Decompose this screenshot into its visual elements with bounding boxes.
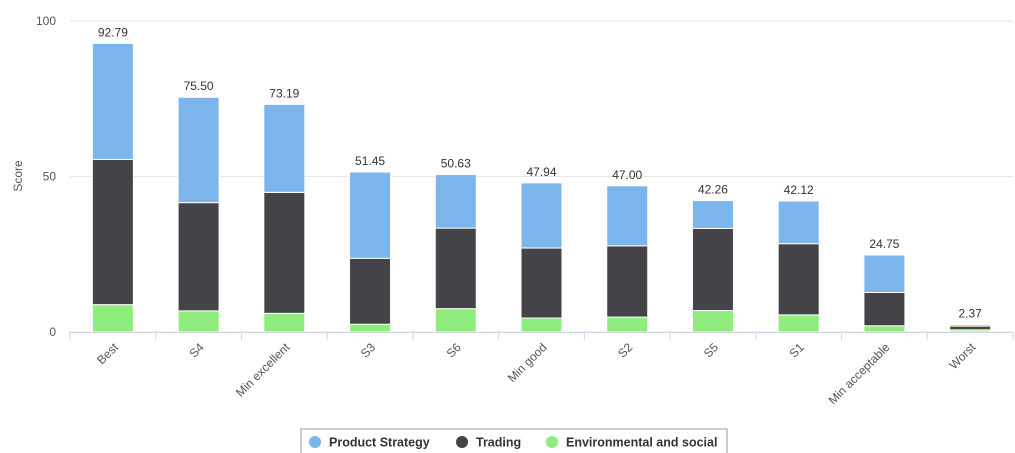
- bar-segment: [177, 96, 220, 204]
- x-tick-label: S3: [358, 340, 379, 361]
- x-tick-label: S2: [615, 340, 636, 361]
- total-label: 47.94: [526, 165, 556, 179]
- x-tick-label: Min excellent: [233, 340, 293, 400]
- bar-segment: [949, 324, 992, 327]
- bar-segment: [606, 316, 649, 333]
- y-tick-label: 50: [43, 170, 57, 184]
- x-tick-label: S1: [787, 340, 808, 361]
- bar-segment: [349, 257, 392, 325]
- legend-marker: [546, 436, 558, 448]
- bar-segment: [777, 314, 820, 333]
- bar-segment: [777, 243, 820, 316]
- total-label: 42.26: [698, 183, 728, 197]
- legend-marker: [456, 436, 468, 448]
- y-axis-title: Score: [11, 160, 25, 192]
- total-label: 92.79: [98, 25, 128, 39]
- bar-segment: [691, 227, 734, 312]
- bar-segment: [606, 185, 649, 247]
- bar-segment: [520, 182, 563, 249]
- bar-segment: [91, 158, 134, 306]
- x-tick-label: Min good: [505, 340, 550, 385]
- bar-segment: [263, 191, 306, 314]
- x-axis: Best S4 Min excellent S3 S6 Min good S2 S5 S1 Min…: [69, 332, 1014, 407]
- total-label: 50.63: [441, 157, 471, 171]
- y-axis: 0 50 100: [36, 14, 56, 339]
- x-tick-label: S5: [701, 340, 722, 361]
- bar-segment: [177, 310, 220, 333]
- total-label: 73.19: [269, 86, 299, 100]
- bar-segment: [349, 171, 392, 259]
- x-tick-label: Min acceptable: [826, 340, 893, 407]
- bar-segment: [349, 323, 392, 333]
- total-label: 51.45: [355, 154, 385, 168]
- total-label: 2.37: [958, 307, 982, 321]
- bar-segment: [606, 245, 649, 318]
- bar-segment: [691, 310, 734, 333]
- bar-segment: [263, 312, 306, 333]
- bar-segment: [777, 200, 820, 245]
- bar-segment: [691, 200, 734, 229]
- total-label: 75.50: [184, 79, 214, 93]
- total-label: 24.75: [869, 237, 899, 251]
- bar-segment: [863, 254, 906, 294]
- legend-item-label: Trading: [476, 436, 521, 450]
- bars: [91, 42, 992, 333]
- x-tick-label: Worst: [946, 340, 978, 372]
- bar-segment: [949, 325, 992, 331]
- bar-segment: [863, 325, 906, 333]
- x-tick-label: Best: [94, 340, 121, 367]
- bar-segment: [520, 247, 563, 319]
- bar-segment: [863, 292, 906, 327]
- bar-segment: [520, 317, 563, 333]
- x-tick-label: S4: [186, 340, 207, 361]
- bar-segment: [434, 174, 477, 229]
- bar-segment: [434, 227, 477, 310]
- x-tick-label: S6: [444, 340, 465, 361]
- bar-segment: [177, 202, 220, 312]
- legend-item-label: Product Strategy: [329, 436, 430, 450]
- total-label: 42.12: [784, 183, 814, 197]
- y-tick-label: 100: [36, 14, 56, 28]
- legend-marker: [309, 436, 321, 448]
- total-label: 47.00: [612, 168, 642, 182]
- legend: Product Strategy Trading Environmental and…: [300, 428, 728, 453]
- bar-segment: [91, 304, 134, 333]
- data-labels: 92.79 75.50 73.19 51.45 50.63 47.94 47.00 42.26…: [98, 25, 982, 320]
- bar-segment: [263, 103, 306, 193]
- legend-box: [300, 428, 728, 453]
- bar-segment: [91, 42, 134, 160]
- legend-item-label: Environmental and social: [566, 436, 717, 450]
- bar-segment: [434, 308, 477, 333]
- y-tick-label: 0: [49, 325, 56, 339]
